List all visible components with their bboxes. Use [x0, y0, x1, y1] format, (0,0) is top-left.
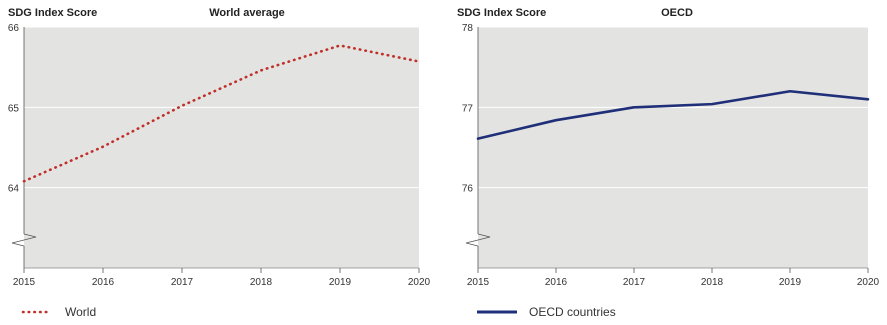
y-tick-label-1-0: 76 — [462, 184, 474, 195]
x-tick-label-0-5: 2020 — [408, 277, 431, 288]
x-tick-label-1-0: 2015 — [467, 277, 490, 288]
chart-title-1: OECD — [661, 7, 693, 19]
axis-break-1 — [465, 233, 491, 247]
x-tick-label-1-3: 2018 — [701, 277, 724, 288]
y-axis-label-0: SDG Index Score — [8, 7, 97, 19]
plot-area-1 — [478, 27, 868, 268]
x-tick-label-1-1: 2016 — [545, 277, 568, 288]
legend-label-0: World — [65, 305, 96, 319]
x-tick-label-0-2: 2017 — [171, 277, 194, 288]
series-line-0-0 — [22, 44, 421, 183]
y-tick-label-0-2: 66 — [8, 23, 20, 34]
x-tick-label-0-4: 2019 — [329, 277, 352, 288]
x-tick-label-1-4: 2019 — [779, 277, 802, 288]
y-axis-label-1: SDG Index Score — [457, 7, 546, 19]
legend-label-1: OECD countries — [529, 305, 616, 319]
y-tick-label-1-1: 77 — [462, 103, 474, 114]
x-tick-label-1-5: 2020 — [857, 277, 880, 288]
y-tick-label-0-0: 64 — [8, 184, 20, 195]
x-tick-label-0-1: 2016 — [92, 277, 115, 288]
chart-title-0: World average — [209, 7, 285, 19]
plot-area-0 — [24, 27, 419, 268]
x-tick-label-0-0: 2015 — [13, 277, 36, 288]
x-tick-label-1-2: 2017 — [623, 277, 646, 288]
x-tick-label-0-3: 2018 — [250, 277, 273, 288]
series-line-1-0 — [476, 89, 870, 140]
axis-break-0 — [11, 233, 37, 247]
y-tick-label-0-1: 65 — [8, 103, 20, 114]
y-tick-label-1-2: 78 — [462, 23, 474, 34]
